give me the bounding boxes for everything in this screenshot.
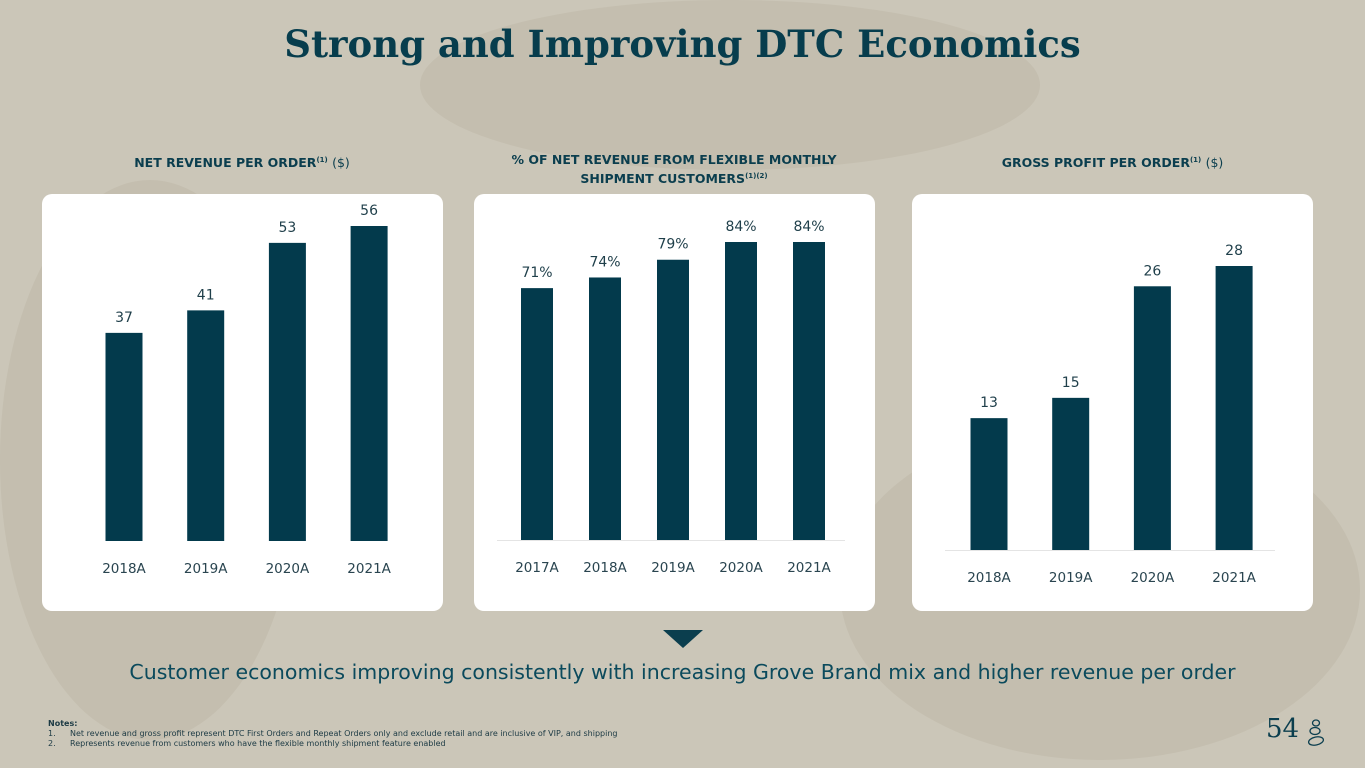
bar bbox=[105, 332, 143, 541]
data-label: 53 bbox=[278, 220, 296, 236]
grove-logo-icon bbox=[1307, 719, 1325, 746]
bar bbox=[350, 226, 388, 541]
chart-svg: 13 2018A 15 2019A 26 2020A 28 2021A bbox=[945, 243, 1275, 586]
chart-title-text: NET REVENUE PER ORDER bbox=[134, 155, 317, 171]
chart-title-text: % OF NET REVENUE FROM FLEXIBLE MONTHLY S… bbox=[511, 152, 837, 187]
chart-title-1: NET REVENUE PER ORDER(1) ($) bbox=[42, 152, 442, 171]
tagline: Customer economics improving consistentl… bbox=[129, 660, 1236, 684]
x-tick-label: 2018A bbox=[102, 561, 146, 577]
note-item: 2. Represents revenue from customers who … bbox=[48, 739, 617, 749]
data-label: 79% bbox=[657, 237, 688, 253]
bar bbox=[521, 288, 553, 540]
x-tick-label: 2021A bbox=[347, 561, 391, 577]
x-tick-label: 2017A bbox=[515, 560, 559, 576]
data-label: 13 bbox=[980, 395, 998, 411]
bar bbox=[970, 418, 1008, 550]
chart-title-2: % OF NET REVENUE FROM FLEXIBLE MONTHLY S… bbox=[484, 152, 864, 187]
x-tick-label: 2020A bbox=[719, 560, 763, 576]
data-label: 56 bbox=[360, 203, 378, 219]
data-label: 84% bbox=[725, 219, 756, 235]
chart-card-gross-profit: 13 2018A 15 2019A 26 2020A 28 2021A bbox=[912, 194, 1313, 611]
x-tick-label: 2019A bbox=[184, 561, 228, 577]
bg-shape bbox=[420, 0, 1040, 170]
chart-title-text: GROSS PROFIT PER ORDER bbox=[1001, 155, 1190, 171]
chart-card-flexible-shipment: 71% 2017A 74% 2018A 79% 2019A 84% 2020A 84% 2021A bbox=[474, 194, 875, 611]
bar bbox=[657, 259, 689, 540]
bar bbox=[793, 242, 825, 540]
chart-title-3: GROSS PROFIT PER ORDER(1) ($) bbox=[912, 152, 1313, 171]
note-text: Net revenue and gross profit represent D… bbox=[70, 729, 618, 738]
bar bbox=[268, 242, 306, 541]
x-tick-label: 2018A bbox=[967, 570, 1011, 586]
footnote-ref: (1) bbox=[316, 156, 328, 164]
x-tick-label: 2021A bbox=[1212, 570, 1256, 586]
x-tick-label: 2019A bbox=[651, 560, 695, 576]
data-label: 74% bbox=[589, 254, 620, 270]
data-label: 28 bbox=[1225, 243, 1243, 259]
data-label: 41 bbox=[197, 287, 215, 303]
note-item: 1. Net revenue and gross profit represent… bbox=[48, 729, 617, 739]
footnote-ref: (1) bbox=[1189, 156, 1202, 164]
x-tick-label: 2020A bbox=[266, 561, 310, 577]
chart-svg: 71% 2017A 74% 2018A 79% 2019A 84% 2020A 84% 2021A bbox=[497, 219, 845, 576]
down-arrow-icon bbox=[663, 630, 703, 648]
bar bbox=[187, 310, 225, 541]
data-label: 84% bbox=[793, 219, 824, 235]
chart-svg: 37 2018A 41 2019A 53 2020A 56 2021A bbox=[102, 203, 391, 577]
bar bbox=[1052, 397, 1090, 550]
note-text: Represents revenue from customers who ha… bbox=[70, 739, 446, 748]
x-tick-label: 2019A bbox=[1049, 570, 1093, 586]
data-label: 26 bbox=[1143, 263, 1161, 279]
note-number: 2. bbox=[48, 739, 56, 748]
page-title: Strong and Improving DTC Economics bbox=[284, 22, 1081, 66]
bar bbox=[1133, 286, 1171, 550]
bar bbox=[1215, 266, 1253, 550]
page-number: 54 bbox=[1266, 714, 1300, 744]
x-tick-label: 2021A bbox=[787, 560, 831, 576]
unit: ($) bbox=[332, 155, 350, 171]
x-tick-label: 2018A bbox=[583, 560, 627, 576]
notes: Notes: 1. Net revenue and gross profit re… bbox=[48, 719, 617, 749]
footnote-ref: (1)(2) bbox=[745, 172, 768, 180]
unit: ($) bbox=[1205, 155, 1224, 171]
notes-heading: Notes: bbox=[48, 719, 78, 728]
data-label: 37 bbox=[115, 310, 133, 326]
x-tick-label: 2020A bbox=[1131, 570, 1175, 586]
data-label: 71% bbox=[521, 265, 552, 281]
note-number: 1. bbox=[48, 729, 56, 738]
data-label: 15 bbox=[1062, 375, 1080, 391]
bar bbox=[725, 242, 757, 540]
chart-card-net-revenue: 37 2018A 41 2019A 53 2020A 56 2021A bbox=[42, 194, 443, 611]
bar bbox=[589, 277, 621, 540]
